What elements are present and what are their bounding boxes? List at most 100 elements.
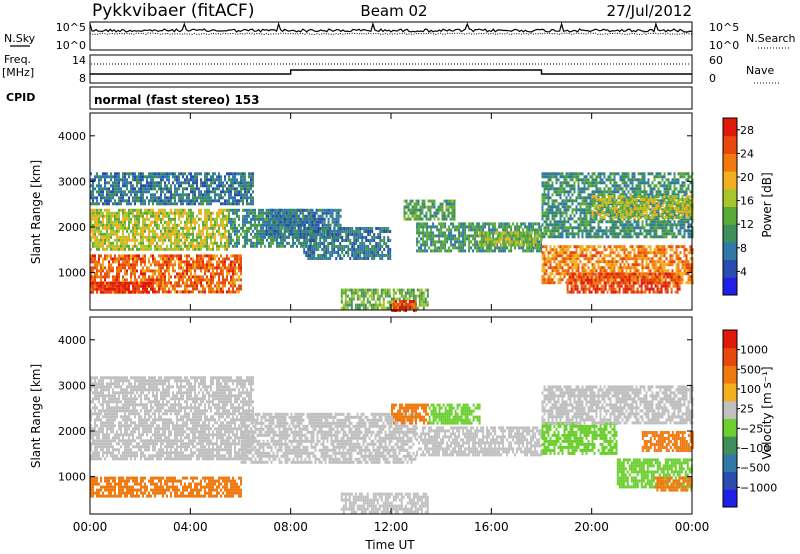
data-cell	[176, 235, 178, 239]
data-cell	[90, 226, 92, 230]
data-cell	[204, 223, 206, 227]
data-cell	[158, 278, 160, 282]
data-cell	[190, 190, 192, 194]
data-cell	[435, 211, 438, 215]
data-cell	[178, 275, 180, 279]
data-cell	[138, 281, 140, 285]
data-cell	[102, 226, 104, 230]
data-cell	[635, 257, 638, 261]
data-cell	[633, 257, 636, 261]
data-cell	[210, 214, 212, 218]
data-cell	[234, 190, 236, 194]
data-cell	[122, 208, 124, 212]
data-cell	[277, 223, 280, 227]
data-cell	[323, 211, 326, 215]
data-cell	[166, 269, 168, 273]
data-cell	[228, 190, 230, 194]
data-cell	[186, 220, 188, 224]
data-cell	[90, 184, 92, 188]
data-cell	[418, 234, 421, 238]
data-cell	[168, 272, 170, 276]
data-cell	[176, 190, 178, 194]
data-cell	[508, 234, 511, 238]
data-cell	[437, 217, 440, 221]
data-cell	[228, 257, 230, 261]
data-cell	[128, 175, 130, 179]
data-cell	[309, 227, 312, 230]
data-cell	[124, 217, 126, 221]
data-cell	[178, 223, 180, 227]
data-cell	[234, 269, 236, 273]
data-cell	[567, 245, 570, 249]
data-cell	[291, 211, 294, 215]
data-cell	[198, 244, 200, 248]
data-cell	[611, 269, 614, 273]
data-cell	[110, 284, 112, 288]
data-cell	[224, 263, 226, 267]
data-cell	[108, 217, 110, 221]
data-cell	[186, 199, 188, 203]
data-cell	[378, 300, 381, 304]
data-cell	[180, 275, 182, 279]
data-cell	[506, 237, 509, 241]
data-cell	[240, 269, 242, 273]
data-cell	[557, 272, 560, 276]
data-cell	[166, 175, 168, 179]
data-cell	[265, 214, 268, 218]
data-cell	[196, 244, 198, 248]
data-cell	[371, 248, 374, 251]
data-cell	[414, 294, 417, 298]
data-cell	[597, 257, 600, 261]
data-cell	[418, 225, 421, 229]
data-cell	[102, 172, 104, 176]
data-cell	[220, 190, 222, 194]
data-cell	[440, 225, 443, 229]
data-cell	[641, 266, 644, 270]
data-cell	[603, 281, 606, 285]
data-cell	[567, 263, 570, 267]
data-cell	[128, 257, 130, 261]
data-cell	[474, 225, 477, 229]
data-cell	[389, 254, 392, 257]
data-cell	[448, 249, 451, 253]
data-cell	[291, 232, 294, 236]
data-cell	[182, 266, 184, 270]
data-cell	[526, 228, 529, 232]
data-cell	[424, 234, 427, 238]
data-cell	[603, 278, 606, 282]
data-cell	[98, 208, 100, 212]
data-cell	[478, 222, 481, 226]
data-cell	[238, 284, 240, 288]
data-cell	[218, 272, 220, 276]
data-cell	[166, 266, 168, 270]
data-cell	[482, 225, 485, 229]
data-cell	[132, 226, 134, 230]
data-cell	[208, 217, 210, 221]
data-cell	[377, 233, 380, 236]
data-cell	[246, 226, 248, 230]
data-cell	[468, 225, 471, 229]
data-cell	[206, 223, 208, 227]
data-cell	[665, 251, 668, 255]
data-cell	[472, 228, 475, 232]
data-cell	[108, 238, 110, 242]
data-cell	[212, 217, 214, 221]
data-cell	[347, 230, 350, 233]
data-cell	[434, 225, 437, 229]
data-cell	[337, 223, 340, 227]
data-cell	[174, 238, 176, 242]
data-cell	[365, 251, 368, 254]
data-cell	[186, 281, 188, 285]
data-cell	[673, 281, 676, 285]
data-cell	[220, 244, 222, 248]
data-cell	[641, 275, 644, 279]
data-cell	[130, 266, 132, 270]
data-cell	[176, 244, 178, 248]
data-cell	[198, 187, 200, 191]
data-cell	[108, 266, 110, 270]
data-cell	[468, 228, 471, 232]
data-cell	[132, 266, 134, 270]
data-cell	[500, 222, 503, 226]
data-cell	[541, 275, 544, 279]
data-cell	[206, 281, 208, 285]
